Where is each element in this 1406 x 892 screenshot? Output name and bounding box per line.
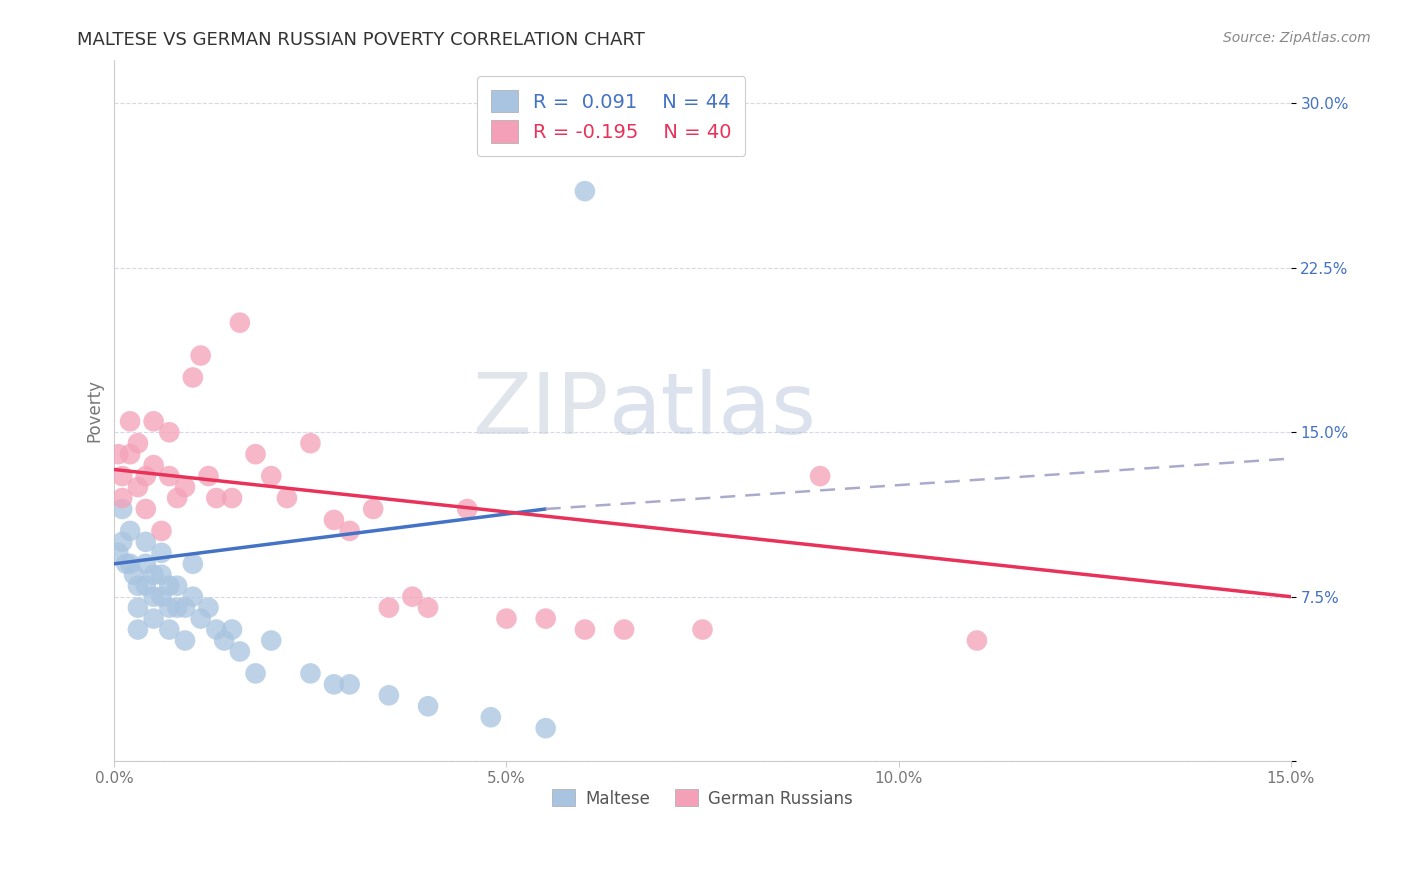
Point: [127, 623, 149, 637]
Point: [197, 469, 219, 483]
Text: Source: ZipAtlas.com: Source: ZipAtlas.com: [1223, 31, 1371, 45]
Point: [260, 469, 283, 483]
Point: [205, 491, 228, 505]
Point: [150, 590, 173, 604]
Point: [111, 502, 134, 516]
Point: [181, 370, 204, 384]
Text: atlas: atlas: [609, 368, 817, 452]
Point: [323, 513, 346, 527]
Point: [966, 633, 988, 648]
Point: [150, 546, 173, 560]
Point: [416, 699, 439, 714]
Point: [142, 590, 165, 604]
Legend: Maltese, German Russians: Maltese, German Russians: [544, 781, 862, 816]
Point: [157, 579, 180, 593]
Point: [127, 436, 149, 450]
Point: [276, 491, 298, 505]
Point: [260, 633, 283, 648]
Point: [120, 414, 142, 428]
Point: [181, 557, 204, 571]
Point: [120, 447, 142, 461]
Point: [150, 524, 173, 538]
Point: [142, 611, 165, 625]
Point: [221, 623, 243, 637]
Point: [120, 524, 142, 538]
Point: [142, 414, 165, 428]
Point: [339, 524, 361, 538]
Point: [135, 579, 157, 593]
Point: [174, 480, 197, 494]
Point: [174, 633, 197, 648]
Point: [299, 436, 322, 450]
Text: MALTESE VS GERMAN RUSSIAN POVERTY CORRELATION CHART: MALTESE VS GERMAN RUSSIAN POVERTY CORREL…: [77, 31, 645, 49]
Point: [534, 721, 557, 735]
Point: [361, 502, 384, 516]
Point: [166, 491, 188, 505]
Point: [127, 600, 149, 615]
Point: [212, 633, 235, 648]
Point: [692, 623, 714, 637]
Point: [111, 469, 134, 483]
Point: [229, 316, 252, 330]
Point: [190, 349, 212, 363]
Point: [181, 590, 204, 604]
Point: [157, 600, 180, 615]
Point: [221, 491, 243, 505]
Point: [127, 480, 149, 494]
Point: [205, 623, 228, 637]
Point: [135, 502, 157, 516]
Point: [416, 600, 439, 615]
Point: [115, 557, 138, 571]
Point: [229, 644, 252, 658]
Y-axis label: Poverty: Poverty: [86, 379, 103, 442]
Point: [150, 567, 173, 582]
Point: [495, 611, 517, 625]
Point: [378, 600, 401, 615]
Point: [245, 447, 267, 461]
Point: [142, 567, 165, 582]
Point: [120, 557, 142, 571]
Point: [190, 611, 212, 625]
Point: [808, 469, 831, 483]
Point: [197, 600, 219, 615]
Point: [299, 666, 322, 681]
Point: [166, 600, 188, 615]
Point: [339, 677, 361, 691]
Point: [166, 579, 188, 593]
Point: [111, 534, 134, 549]
Point: [479, 710, 502, 724]
Point: [111, 491, 134, 505]
Point: [122, 567, 145, 582]
Point: [157, 623, 180, 637]
Point: [135, 469, 157, 483]
Point: [401, 590, 423, 604]
Point: [107, 447, 129, 461]
Point: [174, 600, 197, 615]
Text: ZIP: ZIP: [472, 368, 609, 452]
Point: [378, 689, 401, 703]
Point: [107, 546, 129, 560]
Point: [574, 623, 596, 637]
Point: [135, 534, 157, 549]
Point: [157, 469, 180, 483]
Point: [127, 579, 149, 593]
Point: [613, 623, 636, 637]
Point: [323, 677, 346, 691]
Point: [157, 425, 180, 440]
Point: [534, 611, 557, 625]
Point: [574, 184, 596, 198]
Point: [456, 502, 478, 516]
Point: [135, 557, 157, 571]
Point: [245, 666, 267, 681]
Point: [142, 458, 165, 472]
